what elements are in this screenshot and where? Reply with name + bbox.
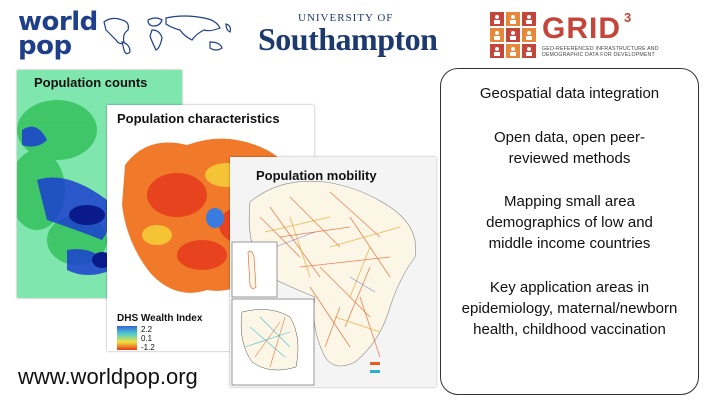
wealth-legend-gradient (117, 326, 137, 350)
grid3-tagline-line-1: GEO-REFERENCED INFRASTRUCTURE AND (542, 46, 659, 52)
world-map-outline-icon (103, 15, 232, 55)
grid3-logo-superscript: 3 (624, 10, 632, 25)
grid3-logo-tagline: GEO-REFERENCED INFRASTRUCTURE AND DEMOGR… (542, 46, 692, 58)
southampton-logo-main: Southampton (258, 21, 438, 57)
wealth-legend-high: 2.2 (141, 325, 153, 334)
key-points-box: Geospatial data integration Open data, o… (440, 68, 699, 395)
population-mobility-label: Population mobility (256, 168, 377, 183)
info-item-small-area: Mapping small area demographics of low a… (486, 193, 653, 252)
info-item-open-data: Open data, open peer-reviewed methods (494, 129, 645, 167)
worldpop-logo-word-1: world (18, 7, 98, 37)
info-item-geospatial: Geospatial data integration (479, 85, 660, 102)
southampton-logo-top: UNIVERSITY OF (298, 12, 394, 24)
info-item-applications: Key application areas in epidemiology, m… (461, 279, 678, 338)
worldpop-url[interactable]: www.worldpop.org (18, 364, 198, 389)
grid3-logo-word: GRID (542, 12, 621, 45)
population-mobility-map: Population mobility (230, 157, 436, 387)
worldpop-logo-word-2: pop (18, 31, 72, 61)
wealth-legend-mid: 0.1 (141, 334, 153, 343)
wealth-index-legend: DHS Wealth Index 2.2 0.1 -1.2 (115, 313, 215, 351)
africa-mobility-map (230, 157, 436, 387)
population-characteristics-label: Population characteristics (117, 111, 280, 126)
wealth-legend-low: -1.2 (141, 343, 155, 351)
southampton-logo: UNIVERSITY OF Southampton (258, 12, 448, 57)
worldpop-logo: world pop (18, 8, 243, 60)
population-counts-label: Population counts (34, 75, 148, 90)
grid3-people-grid-icon (490, 12, 536, 58)
wealth-legend-title: DHS Wealth Index (117, 313, 203, 324)
grid3-tagline-line-2: DEMOGRAPHIC DATA FOR DEVELOPMENT (542, 52, 655, 58)
grid3-logo: GRID 3 GEO-REFERENCED INFRASTRUCTURE AND… (490, 10, 690, 60)
